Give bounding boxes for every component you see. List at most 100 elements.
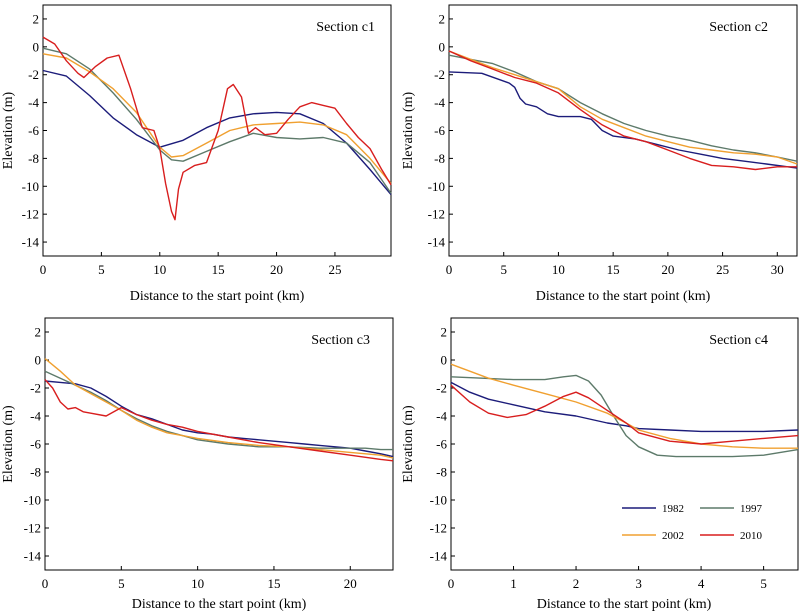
series-layer: [44, 358, 394, 462]
axis-ticks: 0 1 2 3 4 5 2 0 -2 -4 -6 -8 -10 -12 -14: [430, 325, 767, 592]
x-axis-label: Distance to the start point (km): [132, 597, 307, 612]
series-line-2002: [448, 50, 798, 165]
y-tick-label: -14: [22, 235, 40, 250]
series-layer: [450, 363, 799, 458]
y-tick-label: -6: [434, 123, 445, 138]
y-tick-label: -6: [28, 123, 39, 138]
y-tick-label: -8: [434, 151, 445, 166]
y-tick-label: -10: [430, 493, 447, 508]
y-tick-label: -14: [430, 549, 448, 564]
panel-section-c3: Section c3 Elevation (m) Distance to the…: [1, 317, 394, 612]
y-tick-label: -8: [436, 465, 447, 480]
series-line-1997: [42, 47, 392, 194]
x-tick-label: 30: [771, 262, 784, 277]
y-axis-label: Elevation (m): [1, 405, 16, 483]
panel-section-c2: Section c2 Elevation (m) Distance to the…: [401, 4, 798, 304]
y-tick-label: -14: [24, 549, 42, 564]
y-tick-label: 0: [35, 353, 42, 368]
legend-label-1982: 1982: [662, 503, 684, 515]
x-tick-label: 5: [760, 576, 767, 591]
y-tick-label: -10: [24, 493, 41, 508]
y-tick-label: -12: [428, 207, 445, 222]
y-tick-label: -10: [22, 179, 39, 194]
y-tick-label: -6: [436, 437, 447, 452]
x-tick-label: 0: [40, 262, 47, 277]
x-tick-label: 0: [42, 576, 49, 591]
y-tick-label: 2: [439, 11, 446, 26]
panel-title: Section c1: [316, 20, 375, 35]
x-tick-label: 2: [573, 576, 580, 591]
x-tick-label: 15: [267, 576, 280, 591]
y-tick-label: -4: [434, 95, 445, 110]
x-axis-label: Distance to the start point (km): [130, 289, 305, 304]
x-axis-label: Distance to the start point (km): [536, 289, 711, 304]
y-tick-label: 2: [33, 11, 40, 26]
y-tick-label: -12: [430, 521, 447, 536]
series-line-1982: [42, 69, 392, 196]
series-line-1982: [44, 380, 394, 458]
x-tick-label: 25: [328, 262, 341, 277]
y-tick-label: -4: [30, 409, 41, 424]
plot-frame: [42, 4, 392, 257]
x-tick-label: 20: [344, 576, 357, 591]
series-line-2010: [450, 384, 799, 445]
x-tick-label: 25: [716, 262, 729, 277]
y-tick-label: -2: [30, 381, 41, 396]
y-axis-label: Elevation (m): [1, 91, 16, 169]
legend: 1982 1997 2002 2010: [622, 503, 763, 542]
series-line-1982: [448, 71, 798, 169]
x-tick-label: 10: [191, 576, 204, 591]
y-tick-label: -12: [22, 207, 39, 222]
panel-title: Section c4: [709, 333, 768, 348]
x-axis-label: Distance to the start point (km): [537, 597, 712, 612]
x-tick-label: 4: [698, 576, 705, 591]
panel-section-c4: Section c4 Elevation (m) Distance to the…: [401, 317, 799, 612]
plot-frame: [44, 317, 394, 571]
series-layer: [42, 36, 392, 221]
x-tick-label: 0: [446, 262, 453, 277]
x-tick-label: 5: [500, 262, 507, 277]
x-tick-label: 15: [212, 262, 225, 277]
series-line-2010: [448, 50, 797, 171]
legend-label-1997: 1997: [740, 503, 763, 515]
y-tick-label: -10: [428, 179, 445, 194]
y-tick-label: -4: [436, 409, 447, 424]
legend-label-2010: 2010: [740, 530, 763, 542]
y-axis-label: Elevation (m): [401, 405, 416, 483]
y-tick-label: 0: [439, 39, 446, 54]
plot-frame: [448, 4, 798, 257]
series-layer: [448, 50, 798, 171]
y-tick-label: -6: [30, 437, 41, 452]
y-tick-label: 0: [441, 353, 448, 368]
panel-title: Section c2: [709, 20, 768, 35]
y-tick-label: -2: [434, 67, 445, 82]
x-tick-label: 5: [98, 262, 105, 277]
y-axis-label: Elevation (m): [401, 91, 416, 169]
x-tick-label: 10: [153, 262, 166, 277]
y-tick-label: -12: [24, 521, 41, 536]
x-tick-label: 5: [118, 576, 125, 591]
x-tick-label: 15: [607, 262, 620, 277]
series-line-2002: [450, 363, 798, 449]
panel-section-c1: Section c1 Elevation (m) Distance to the…: [1, 4, 392, 304]
series-line-1997: [44, 370, 393, 451]
x-tick-label: 0: [448, 576, 455, 591]
legend-label-2002: 2002: [662, 530, 684, 542]
series-line-1982: [450, 381, 799, 433]
y-tick-label: -4: [28, 95, 39, 110]
y-tick-label: 0: [33, 39, 40, 54]
x-tick-label: 20: [270, 262, 283, 277]
panel-title: Section c3: [311, 333, 370, 348]
y-tick-label: 2: [35, 325, 42, 340]
y-tick-label: 2: [441, 325, 448, 340]
y-tick-label: -8: [28, 151, 39, 166]
series-line-2010: [42, 36, 392, 221]
series-line-2002: [44, 358, 394, 459]
series-line-2002: [42, 53, 392, 184]
x-tick-label: 20: [661, 262, 674, 277]
series-line-1997: [448, 54, 798, 162]
